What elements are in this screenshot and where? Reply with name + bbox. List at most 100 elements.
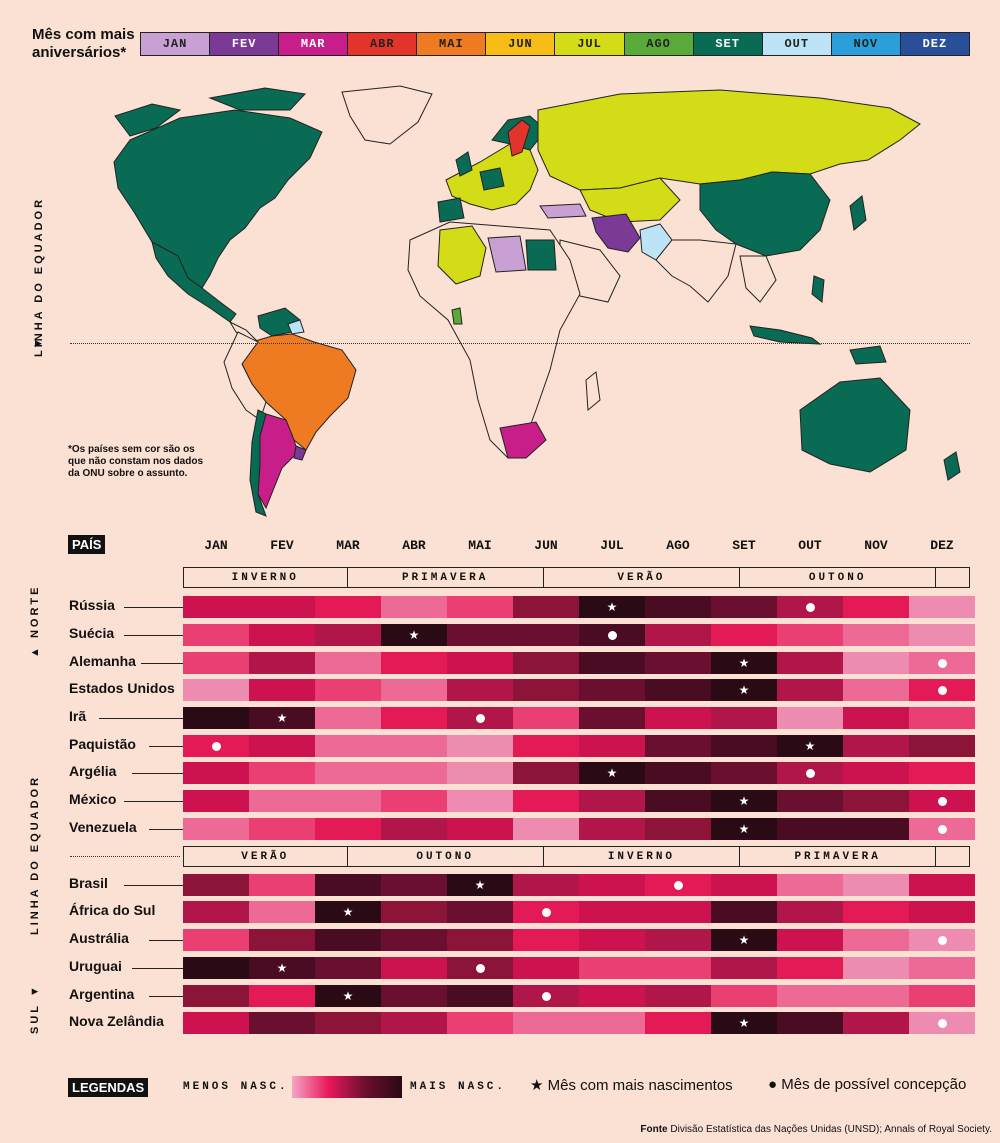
heat-cell (579, 1012, 645, 1034)
month-header-nov: NOV (864, 538, 888, 553)
leader-line (132, 773, 183, 774)
dot-marker-icon (541, 907, 551, 917)
ghana (451, 307, 463, 325)
australia (799, 377, 911, 473)
germany (479, 167, 505, 191)
heat-cell (579, 790, 645, 812)
month-header-out: OUT (798, 538, 822, 553)
heat-cell (645, 985, 711, 1007)
guianas (287, 319, 305, 335)
north-season-bar: INVERNO PRIMAVERA VERÃO OUTONO (183, 567, 970, 588)
heat-cell (183, 901, 249, 923)
heat-cell (579, 707, 645, 729)
heat-cell (447, 790, 513, 812)
heat-cell (843, 679, 909, 701)
heat-cell (777, 1012, 843, 1034)
heat-cell (777, 624, 843, 646)
dot-marker-icon (805, 602, 815, 612)
month-legend-jan: JAN (141, 33, 211, 55)
heat-cell (249, 679, 315, 701)
month-legend-mar: MAR (279, 33, 349, 55)
heat-cell (315, 624, 381, 646)
madagascar (585, 371, 601, 412)
heat-cell (909, 957, 975, 979)
heat-cell: ★ (711, 929, 777, 951)
heat-cell: ★ (711, 1012, 777, 1034)
south-asia (655, 239, 737, 303)
andes (223, 331, 267, 421)
heat-cell (909, 790, 975, 812)
heat-cell (777, 707, 843, 729)
dot-marker-icon (937, 935, 947, 945)
country-label: Argentina (69, 986, 135, 1002)
heat-cell (315, 596, 381, 618)
country-label: Austrália (69, 930, 129, 946)
equator-label-table: LINHA DO EQUADOR (29, 774, 41, 935)
month-header-jan: JAN (204, 538, 228, 553)
papua (849, 345, 887, 365)
heat-cell (183, 929, 249, 951)
season-verão: VERÃO (544, 568, 741, 587)
heat-cell (843, 901, 909, 923)
leader-line (149, 829, 183, 830)
month-legend-jun: JUN (486, 33, 556, 55)
source-text: Divisão Estatística das Nações Unidas (U… (667, 1124, 992, 1135)
month-header-dez: DEZ (930, 538, 954, 553)
heat-cell (579, 874, 645, 896)
star-marker-icon: ★ (408, 628, 420, 642)
heat-cell (183, 818, 249, 840)
heat-cell (843, 874, 909, 896)
heat-cell (579, 735, 645, 757)
heat-cell (777, 901, 843, 923)
indonesia (749, 325, 822, 345)
country-label: Brasil (69, 875, 108, 891)
heat-cell (183, 735, 249, 757)
dot-marker-icon (937, 685, 947, 695)
star-marker-icon: ★ (276, 961, 288, 975)
heat-cell (711, 735, 777, 757)
heat-cell (183, 652, 249, 674)
heat-cell (513, 957, 579, 979)
heat-cell (645, 762, 711, 784)
heat-cell: ★ (711, 679, 777, 701)
turkey (539, 203, 587, 219)
heat-cell (909, 707, 975, 729)
season-primavera: PRIMAVERA (348, 568, 544, 587)
dot-marker-icon (937, 796, 947, 806)
country-label: México (69, 791, 117, 807)
heat-cell (645, 1012, 711, 1034)
heat-cell (183, 624, 249, 646)
heat-cell (249, 985, 315, 1007)
heat-cell (645, 929, 711, 951)
heat-cell (579, 929, 645, 951)
heat-cell (183, 762, 249, 784)
heat-cell (843, 790, 909, 812)
gradient-min-label: MENOS NASC. (183, 1081, 289, 1093)
heat-cell (711, 762, 777, 784)
season-verão: VERÃO (184, 847, 348, 866)
country-label: Uruguai (69, 958, 122, 974)
libya (487, 235, 527, 273)
heat-cell (711, 596, 777, 618)
season-outono: OUTONO (740, 568, 937, 587)
country-label: Venezuela (69, 819, 137, 835)
chile (249, 409, 267, 517)
star-marker-icon: ★ (738, 1016, 750, 1030)
season-blank (936, 568, 969, 587)
heat-cell (777, 762, 843, 784)
country-header-badge: PAÍS (68, 535, 106, 554)
heat-cell (843, 624, 909, 646)
dot-marker-icon (937, 1018, 947, 1028)
month-header-fev: FEV (270, 538, 294, 553)
heat-cell (711, 901, 777, 923)
star-marker-icon: ★ (804, 739, 816, 753)
heat-cell (909, 679, 975, 701)
heat-cell (711, 985, 777, 1007)
heat-cell (381, 679, 447, 701)
heat-cell (447, 901, 513, 923)
season-inverno: INVERNO (544, 847, 741, 866)
heat-cell (381, 818, 447, 840)
heat-cell (249, 735, 315, 757)
heat-cell (513, 652, 579, 674)
north-label: ▲ NORTE (29, 584, 41, 658)
